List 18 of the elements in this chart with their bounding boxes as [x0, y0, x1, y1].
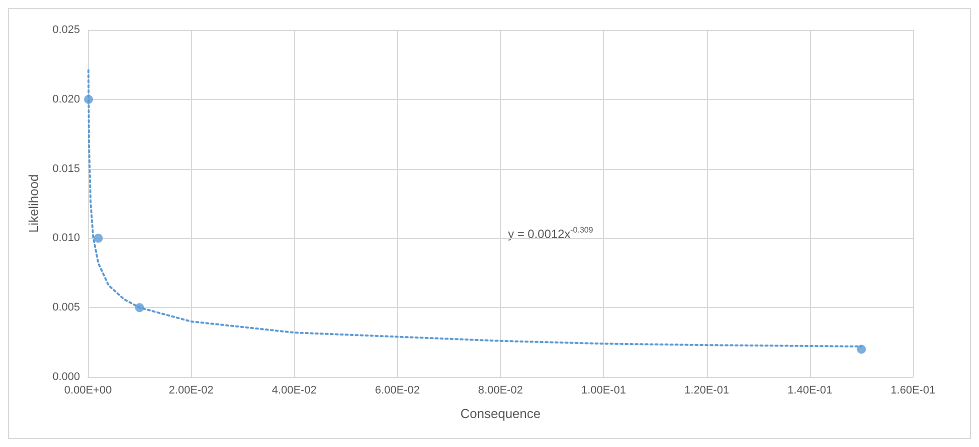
y-tick-label: 0.025	[52, 24, 80, 36]
y-axis-title: Likelihood	[26, 174, 41, 233]
x-axis-title: Consequence	[460, 406, 541, 421]
x-tick-label: 8.00E-02	[478, 384, 523, 396]
x-tick-label: 1.00E-01	[581, 384, 626, 396]
x-tick-label: 1.20E-01	[684, 384, 730, 396]
y-tick-label: 0.005	[52, 302, 80, 314]
y-tick-label: 0.010	[52, 232, 80, 244]
x-tick-label: 2.00E-02	[168, 384, 214, 396]
point	[94, 234, 103, 243]
y-tick-label: 0.020	[52, 93, 80, 106]
y-tick-label: 0.015	[52, 162, 80, 175]
x-tick-label: 1.40E-01	[788, 384, 832, 396]
x-tick-label: 4.00E-02	[272, 384, 317, 396]
y-tick-label: 0.000	[52, 371, 80, 383]
x-tick-label: 0.00E+00	[64, 384, 112, 396]
x-tick-label: 6.00E-02	[375, 384, 420, 396]
x-tick-label: 1.60E-01	[890, 384, 936, 396]
